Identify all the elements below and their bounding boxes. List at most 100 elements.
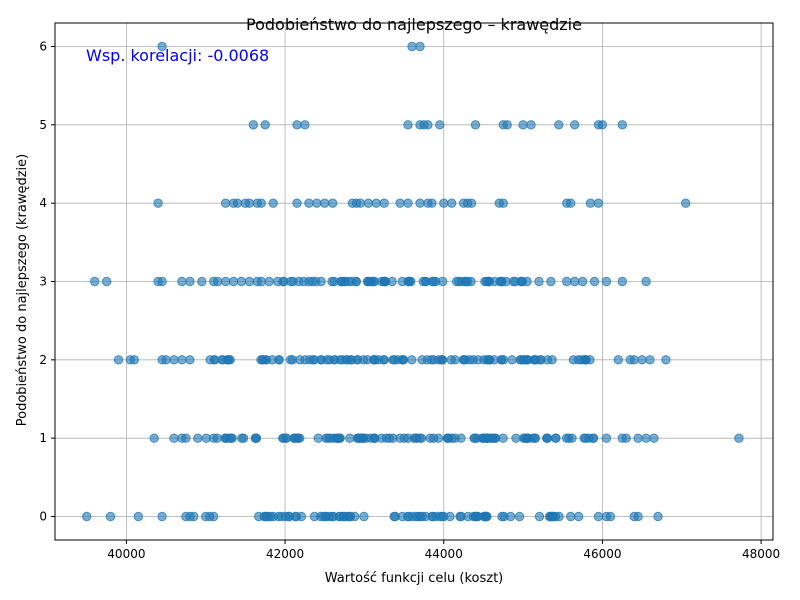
x-tick-label: 46000 (583, 547, 621, 561)
data-point (389, 511, 399, 522)
data-point (185, 355, 195, 365)
data-point (653, 511, 663, 522)
data-point (433, 433, 444, 443)
data-point (403, 198, 413, 208)
data-point (415, 41, 425, 52)
data-point (209, 511, 219, 522)
data-point (573, 511, 584, 522)
data-point (570, 120, 580, 130)
data-point (570, 276, 580, 287)
data-point (225, 355, 235, 365)
data-point (601, 433, 612, 443)
data-point (232, 198, 243, 208)
data-point (427, 198, 437, 208)
data-point (585, 198, 596, 208)
data-point (291, 511, 302, 522)
data-point (304, 355, 315, 365)
data-point (661, 355, 671, 365)
data-point (248, 120, 259, 130)
data-point (181, 433, 191, 443)
data-point (177, 355, 187, 365)
data-point (580, 433, 591, 443)
data-point (468, 355, 478, 365)
data-point (566, 511, 576, 522)
data-point (309, 511, 320, 522)
data-point (226, 433, 236, 443)
data-point (681, 198, 691, 208)
data-point (261, 355, 271, 365)
data-point (359, 511, 369, 522)
data-point (502, 120, 512, 130)
data-point (395, 198, 405, 208)
data-point (562, 276, 572, 287)
data-point (534, 276, 544, 287)
data-point (244, 276, 255, 287)
data-point (437, 511, 447, 522)
data-point (621, 433, 631, 443)
data-point (505, 511, 516, 522)
data-point (244, 198, 255, 208)
data-point (379, 198, 389, 208)
data-point (535, 355, 545, 365)
data-point (149, 433, 159, 443)
data-point (273, 511, 284, 522)
data-point (205, 355, 215, 365)
data-point (484, 355, 494, 365)
data-point (281, 433, 291, 443)
data-point (546, 276, 556, 287)
data-point (286, 276, 296, 287)
data-point (542, 433, 552, 443)
data-point (468, 511, 479, 522)
data-point (113, 355, 124, 365)
data-point (351, 276, 361, 287)
data-point (292, 120, 302, 130)
data-point (352, 433, 363, 443)
x-tick-label: 48000 (742, 547, 780, 561)
data-point (427, 511, 437, 522)
data-point (488, 433, 498, 443)
data-point (362, 355, 372, 365)
data-point (438, 276, 448, 287)
data-point (129, 355, 140, 365)
data-point (292, 198, 302, 208)
data-point (259, 511, 269, 522)
x-tick-label: 44000 (425, 547, 463, 561)
data-point (363, 198, 374, 208)
data-point (629, 355, 639, 365)
data-point (236, 276, 247, 287)
data-point (256, 198, 266, 208)
data-point (285, 355, 296, 365)
data-point (355, 198, 366, 208)
data-point (521, 355, 532, 365)
data-point (593, 511, 604, 522)
data-point (645, 355, 655, 365)
data-point (481, 511, 491, 522)
data-point (189, 511, 199, 522)
data-point (220, 276, 231, 287)
data-point (470, 120, 481, 130)
x-tick-label: 42000 (266, 547, 304, 561)
data-point (407, 355, 417, 365)
data-point (193, 433, 203, 443)
data-point (589, 276, 600, 287)
data-point (346, 355, 357, 365)
data-point (290, 433, 301, 443)
x-tick-label: 40000 (107, 547, 145, 561)
data-point (597, 120, 608, 130)
data-point (260, 120, 270, 130)
data-point (490, 276, 500, 287)
data-point (460, 355, 471, 365)
data-point (256, 276, 266, 287)
axis-ticks: 40000 42000 44000 46000 48000 0 1 2 3 4 5 6 (39, 40, 780, 562)
data-point (327, 276, 337, 287)
data-point (153, 198, 163, 208)
data-point (399, 355, 409, 365)
data-point (423, 120, 433, 130)
y-tick-label: 1 (39, 431, 47, 445)
data-point (325, 433, 335, 443)
data-point (105, 511, 116, 522)
data-point (593, 198, 604, 208)
data-point (228, 276, 239, 287)
data-point (157, 41, 167, 52)
data-point (637, 355, 647, 365)
